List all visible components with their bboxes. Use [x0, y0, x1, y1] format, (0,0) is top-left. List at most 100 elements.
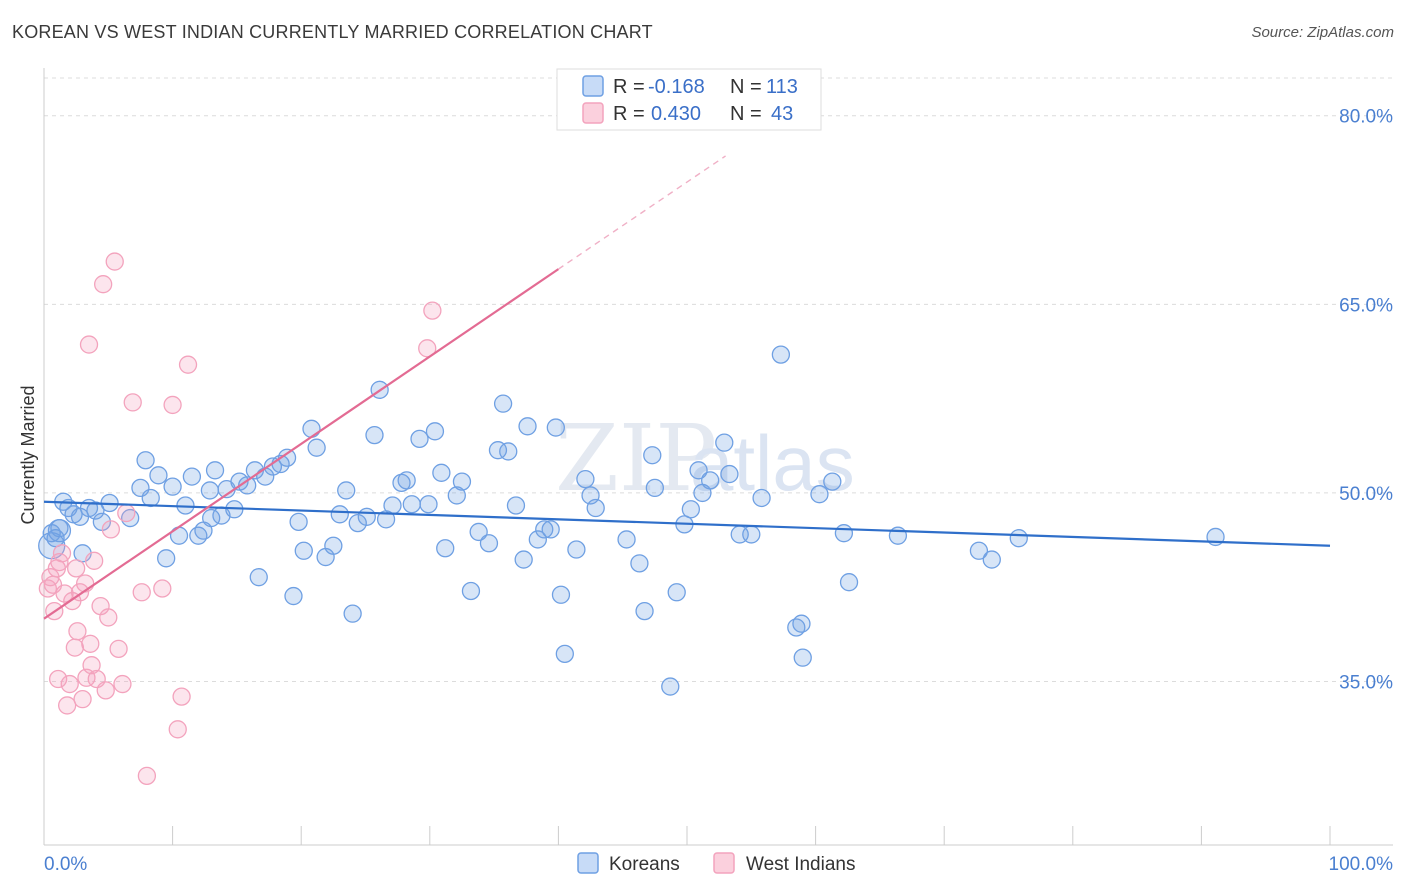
korean-point-73 — [541, 520, 560, 539]
korean-point-83 — [635, 601, 654, 621]
west-indian-point-42 — [43, 575, 63, 594]
west-indian-point-23 — [99, 608, 118, 627]
source-label: Source: ZipAtlas.com — [1251, 24, 1394, 41]
korean-point-100 — [792, 614, 811, 633]
koreans-points — [38, 345, 1225, 696]
korean-point-16 — [157, 549, 176, 568]
korean-point-61 — [452, 472, 472, 491]
y-tick-label-3: 80.0% — [1339, 107, 1393, 128]
west-indian-point-40 — [423, 301, 442, 320]
west-indian-point-37 — [172, 687, 191, 706]
korean-point-86 — [661, 677, 680, 696]
west-indian-point-22 — [96, 681, 115, 700]
x-tick-label-0: 0.0% — [44, 854, 87, 875]
korean-point-85 — [645, 478, 664, 498]
west-indians-trend-line — [43, 268, 560, 620]
koreans-trend-line — [43, 500, 1331, 547]
korean-point-37 — [289, 512, 308, 532]
korean-point-98 — [771, 345, 791, 364]
korean-point-109 — [1009, 529, 1028, 548]
west-indian-point-36 — [168, 720, 187, 739]
korean-point-67 — [499, 442, 518, 461]
korean-point-104 — [834, 524, 854, 543]
korean-point-64 — [479, 534, 499, 553]
korean-point-76 — [555, 644, 574, 664]
gridlines — [44, 77, 1393, 683]
korean-point-107 — [969, 541, 989, 560]
west-indian-point-16 — [81, 634, 100, 653]
west-indian-point-11 — [68, 622, 87, 641]
korean-point-97 — [752, 488, 771, 508]
watermark-atlas: atlas — [690, 419, 855, 507]
korean-point-112 — [202, 508, 221, 528]
west-indian-point-10 — [65, 638, 85, 657]
korean-point-66 — [493, 394, 513, 413]
west-indian-point-5 — [52, 544, 72, 563]
korean-point-48 — [365, 425, 384, 445]
korean-point-69 — [514, 550, 533, 569]
legend-n-label-west-indians: N = — [730, 103, 762, 125]
west-indian-point-25 — [105, 252, 124, 271]
korean-point-46 — [348, 513, 367, 533]
legend-n-label-koreans: N = — [730, 76, 762, 98]
y-axis-label: Currently Married — [18, 385, 38, 524]
korean-point-71 — [528, 530, 547, 549]
korean-point-39 — [302, 419, 321, 438]
west-indian-point-32 — [132, 583, 151, 602]
korean-point-102 — [810, 485, 829, 504]
trend-lines — [43, 155, 1331, 620]
korean-point-94 — [720, 464, 739, 484]
korean-point-78 — [576, 469, 595, 489]
axes — [43, 68, 1393, 846]
legend-r-value-koreans: -0.168 — [648, 76, 705, 98]
korean-point-44 — [337, 481, 356, 500]
korean-point-cluster-1 — [47, 519, 72, 543]
korean-point-93 — [715, 433, 734, 452]
korean-point-90 — [689, 461, 708, 480]
legend-r-label-west-indians: R = — [613, 103, 645, 125]
korean-point-20 — [182, 467, 202, 486]
y-tick-label-1: 50.0% — [1339, 484, 1393, 505]
korean-point-80 — [586, 498, 605, 518]
y-tick-label-0: 35.0% — [1339, 673, 1393, 694]
korean-point-51 — [383, 496, 402, 515]
west-indian-point-7 — [57, 696, 77, 715]
west-indian-point-33 — [137, 766, 157, 785]
korean-point-68 — [506, 496, 526, 515]
korean-point-23 — [200, 481, 220, 500]
bottom-legend-swatch-west-indians — [713, 852, 735, 874]
legend-r-value-west-indians: 0.430 — [651, 103, 701, 125]
korean-point-81 — [617, 530, 636, 549]
korean-point-45 — [343, 604, 362, 623]
legend-swatch-koreans — [582, 75, 604, 97]
korean-point-55 — [410, 429, 429, 449]
korean-point-58 — [432, 463, 451, 482]
bottom-legend-swatch-koreans — [577, 852, 599, 874]
west-indian-point-35 — [163, 395, 182, 415]
west-indian-point-31 — [123, 393, 142, 412]
korean-point-38 — [294, 541, 313, 560]
korean-point-75 — [551, 585, 571, 604]
korean-point-77 — [567, 540, 586, 559]
top-legend: R = -0.168 N = 113 R = 0.430 N = 43 — [556, 68, 822, 131]
korean-point-84 — [643, 446, 662, 465]
legend-swatch-west-indians — [582, 102, 604, 124]
korean-point-89 — [681, 500, 701, 519]
west-indians-trend-extension — [558, 155, 726, 270]
korean-point-17 — [163, 477, 182, 496]
y-tick-label-2: 65.0% — [1339, 295, 1393, 316]
west-indian-point-34 — [153, 579, 172, 598]
y-tick-labels: 35.0% 50.0% 65.0% 80.0% — [1339, 107, 1393, 694]
bottom-legend: Koreans West Indians — [577, 852, 855, 875]
x-tick-label-1: 100.0% — [1329, 854, 1394, 875]
korean-point-57 — [425, 422, 445, 441]
korean-point-21 — [189, 526, 208, 545]
korean-point-101 — [793, 648, 812, 667]
west-indian-point-38 — [178, 355, 198, 374]
west-indian-point-39 — [418, 339, 437, 358]
west-indian-point-26 — [109, 639, 128, 658]
west-indian-point-13 — [73, 689, 92, 709]
korean-point-54 — [402, 495, 421, 514]
west-indian-point-21 — [94, 275, 113, 294]
